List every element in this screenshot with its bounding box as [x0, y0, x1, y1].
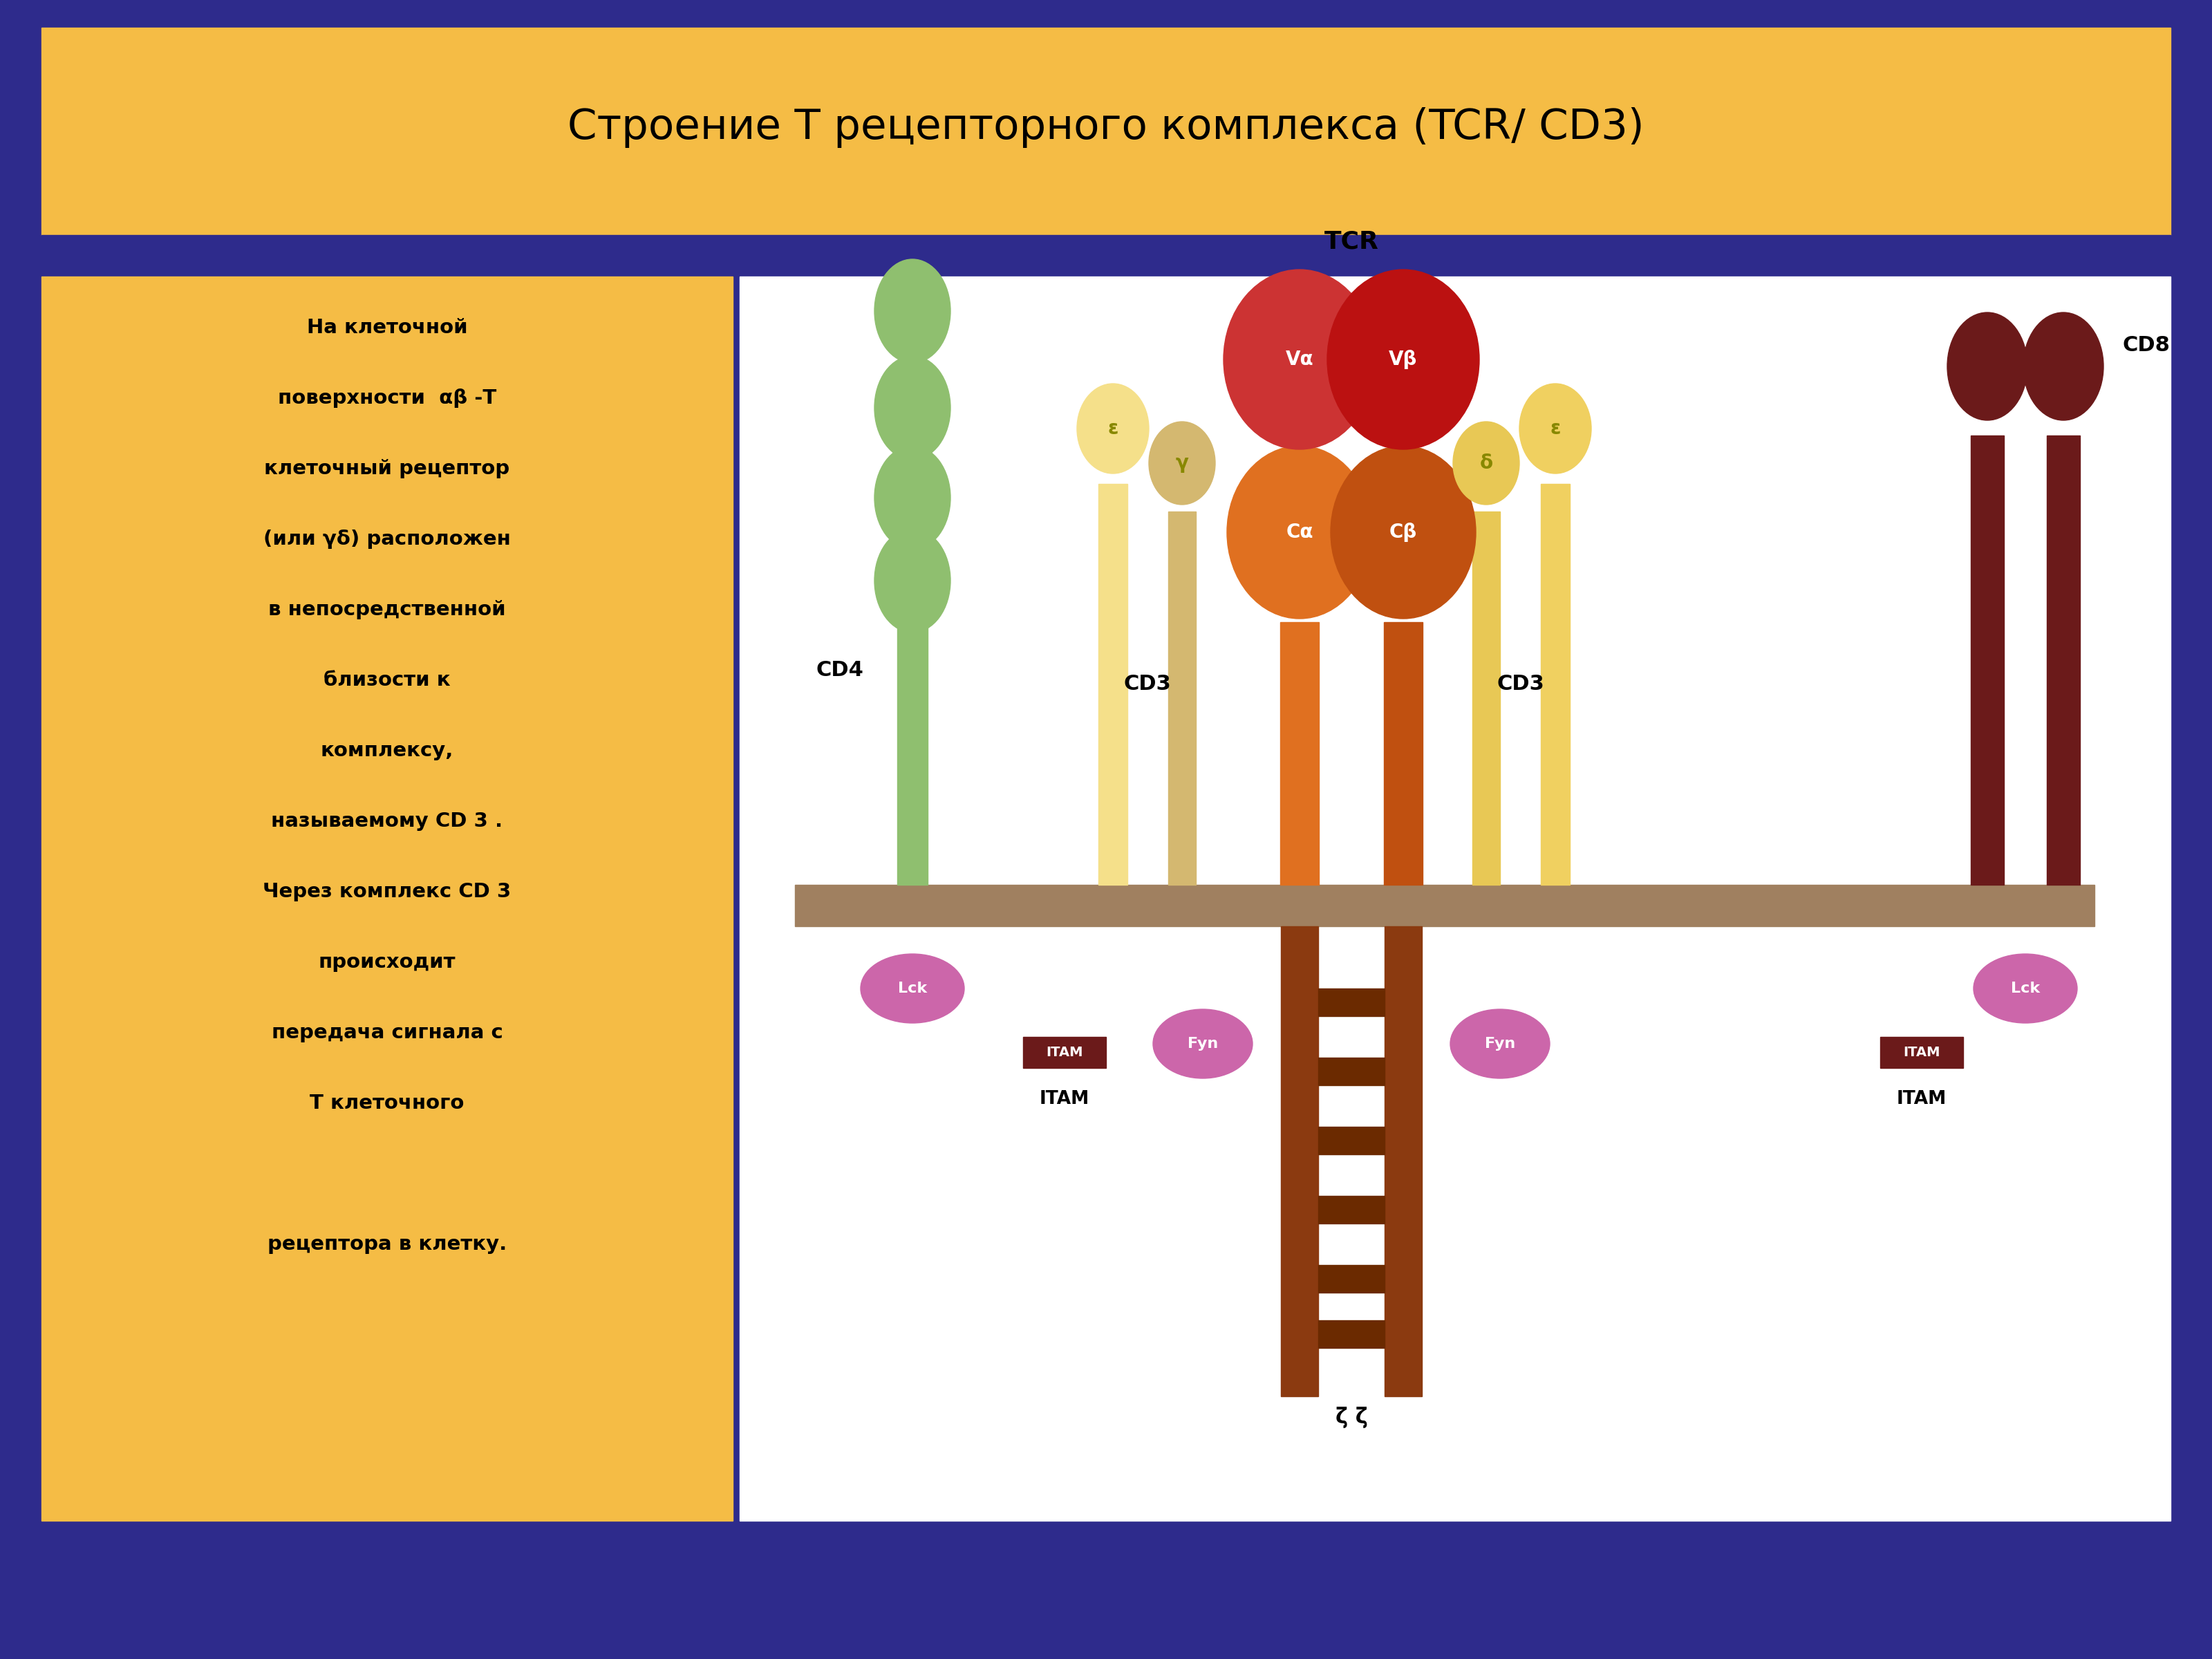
Ellipse shape	[874, 357, 951, 460]
Text: ITAM: ITAM	[1896, 1090, 1947, 1108]
Text: Т клеточного: Т клеточного	[310, 1093, 465, 1113]
Text: CD4: CD4	[816, 660, 863, 680]
Text: CD8: CD8	[2121, 335, 2170, 355]
Ellipse shape	[1152, 1009, 1252, 1078]
Ellipse shape	[874, 259, 951, 363]
Text: TCR: TCR	[1325, 231, 1378, 254]
Ellipse shape	[1453, 421, 1520, 504]
Text: Vβ: Vβ	[1389, 350, 1418, 368]
Text: комплексу,: комплексу,	[321, 742, 453, 760]
Ellipse shape	[1228, 446, 1371, 619]
Text: ζ ζ: ζ ζ	[1336, 1407, 1367, 1428]
Bar	[1473, 511, 1500, 884]
Text: близости к: близости к	[323, 670, 451, 690]
Text: CD3: CD3	[1124, 674, 1170, 695]
Text: называемому CD 3 .: называемому CD 3 .	[272, 811, 502, 831]
Bar	[898, 619, 927, 884]
Bar	[1971, 435, 2004, 884]
Ellipse shape	[1332, 446, 1475, 619]
Ellipse shape	[1451, 1009, 1551, 1078]
Ellipse shape	[1520, 383, 1590, 473]
Bar	[1281, 622, 1318, 884]
Bar	[1318, 1058, 1385, 1085]
Bar	[1099, 484, 1128, 884]
Bar	[1318, 1126, 1385, 1155]
Text: в непосредственной: в непосредственной	[268, 601, 507, 619]
Text: Vα: Vα	[1285, 350, 1314, 368]
Ellipse shape	[1973, 954, 2077, 1024]
Ellipse shape	[1148, 421, 1214, 504]
Text: клеточный рецептор: клеточный рецептор	[265, 460, 509, 478]
Bar	[1542, 484, 1571, 884]
Ellipse shape	[1077, 383, 1148, 473]
Ellipse shape	[874, 446, 951, 549]
Ellipse shape	[2024, 312, 2104, 420]
Bar	[1385, 926, 1422, 1397]
Ellipse shape	[1327, 269, 1480, 450]
Bar	[1318, 1264, 1385, 1292]
Text: ITAM: ITAM	[1040, 1090, 1091, 1108]
Text: CD3: CD3	[1498, 674, 1544, 695]
Text: Строение Т рецепторного комплекса (TCR/ CD3): Строение Т рецепторного комплекса (TCR/ …	[568, 108, 1644, 148]
Bar	[1318, 989, 1385, 1015]
Bar	[1318, 1196, 1385, 1224]
Text: Cα: Cα	[1285, 523, 1314, 542]
Bar	[2046, 435, 2079, 884]
Text: γ: γ	[1175, 453, 1188, 473]
Text: ITAM: ITAM	[1902, 1045, 1940, 1058]
Text: ITAM: ITAM	[1046, 1045, 1084, 1058]
Text: Cβ: Cβ	[1389, 523, 1418, 542]
Text: ε: ε	[1551, 418, 1562, 438]
Ellipse shape	[1947, 312, 2028, 420]
Text: поверхности  αβ -Т: поверхности αβ -Т	[279, 388, 495, 408]
Text: ε: ε	[1108, 418, 1119, 438]
Bar	[739, 277, 2170, 1521]
Ellipse shape	[860, 954, 964, 1024]
Bar	[1022, 1037, 1106, 1068]
Bar	[794, 884, 2095, 926]
Text: Fyn: Fyn	[1188, 1037, 1219, 1050]
Ellipse shape	[1223, 269, 1376, 450]
Text: Lck: Lck	[2011, 982, 2039, 995]
Text: (или γδ) расположен: (или γδ) расположен	[263, 529, 511, 549]
Bar	[1880, 1037, 1964, 1068]
Bar	[1168, 511, 1197, 884]
Bar	[42, 28, 2170, 236]
Bar	[1318, 1321, 1385, 1347]
Bar	[42, 236, 2170, 277]
Bar	[1385, 622, 1422, 884]
Text: рецептора в клетку.: рецептора в клетку.	[268, 1234, 507, 1254]
Bar	[1281, 926, 1318, 1397]
Text: происходит: происходит	[319, 952, 456, 972]
Text: δ: δ	[1480, 453, 1493, 473]
Text: На клеточной: На клеточной	[307, 319, 467, 337]
Text: Через комплекс CD 3: Через комплекс CD 3	[263, 883, 511, 901]
Ellipse shape	[874, 529, 951, 632]
Text: Lck: Lck	[898, 982, 927, 995]
Bar	[42, 277, 732, 1521]
Text: передача сигнала с: передача сигнала с	[272, 1024, 502, 1042]
Text: Fyn: Fyn	[1484, 1037, 1515, 1050]
